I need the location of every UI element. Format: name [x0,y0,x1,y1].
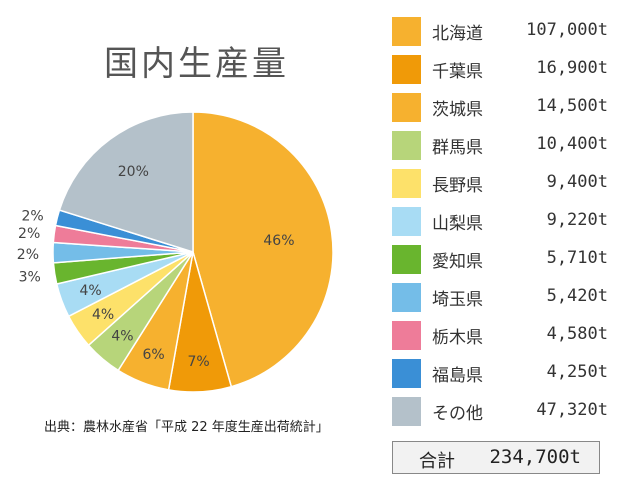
legend-swatch [392,359,421,388]
legend-swatch [392,55,421,84]
legend-swatch [392,131,421,160]
legend-label: 千葉県 [432,62,483,82]
legend-label: 群馬県 [432,138,483,158]
legend-value: 5,420t [546,286,608,306]
total-value: 234,700t [489,446,581,468]
legend-value: 5,710t [546,248,608,268]
slice-percent-label: 4% [79,283,101,299]
legend-value: 47,320t [536,400,608,420]
legend-item: 群馬県 10,400t [392,130,608,160]
total-label: 合計 [419,451,455,472]
legend-item: 福島県 4,250t [392,358,608,388]
legend-item: その他 47,320t [392,396,608,426]
slice-percent-label: 2% [17,247,39,263]
slice-percent-label: 6% [142,347,164,363]
legend-label: 愛知県 [432,252,483,272]
chart-title: 国内生産量 [104,44,289,84]
total-box: 合計 234,700t [392,441,600,474]
legend-item: 山梨県 9,220t [392,206,608,236]
legend-value: 16,900t [536,58,608,78]
legend-swatch [392,93,421,122]
legend-item: 栃木県 4,580t [392,320,608,350]
pie-slice [58,111,194,254]
slice-percent-label: 4% [111,328,133,344]
legend-label: 北海道 [432,24,483,44]
legend-swatch [392,17,421,46]
legend-swatch [392,245,421,274]
legend-item: 愛知県 5,710t [392,244,608,274]
legend-item: 長野県 9,400t [392,168,608,198]
legend-label: その他 [432,404,483,424]
legend-label: 福島県 [432,366,483,386]
legend-item: 茨城県 14,500t [392,92,608,122]
slice-percent-label: 3% [19,270,41,286]
legend-item: 千葉県 16,900t [392,54,608,84]
legend-swatch [392,321,421,350]
legend-label: 埼玉県 [432,290,483,310]
legend-label: 長野県 [432,176,483,196]
legend-swatch [392,207,421,236]
legend-value: 14,500t [536,96,608,116]
legend-value: 9,220t [546,210,608,230]
legend-swatch [392,169,421,198]
slice-percent-label: 7% [187,354,209,370]
legend-label: 山梨県 [432,214,483,234]
slice-percent-label: 2% [18,226,40,242]
slice-percent-label: 4% [92,307,114,323]
legend-swatch [392,283,421,312]
legend-label: 栃木県 [432,328,483,348]
legend-value: 4,250t [546,362,608,382]
slice-percent-label: 2% [21,208,43,224]
legend-value: 107,000t [526,20,608,40]
slice-percent-label: 46% [263,233,294,249]
legend-item: 北海道 107,000t [392,16,608,46]
legend-value: 4,580t [546,324,608,344]
legend-value: 10,400t [536,134,608,154]
slice-percent-label: 20% [118,164,149,180]
legend-label: 茨城県 [432,100,483,120]
legend-value: 9,400t [546,172,608,192]
pie-slice [192,111,334,388]
legend-item: 埼玉県 5,420t [392,282,608,312]
legend-swatch [392,397,421,426]
source-note: 出典：農林水産省「平成 22 年度生産出荷統計」 [44,420,329,435]
